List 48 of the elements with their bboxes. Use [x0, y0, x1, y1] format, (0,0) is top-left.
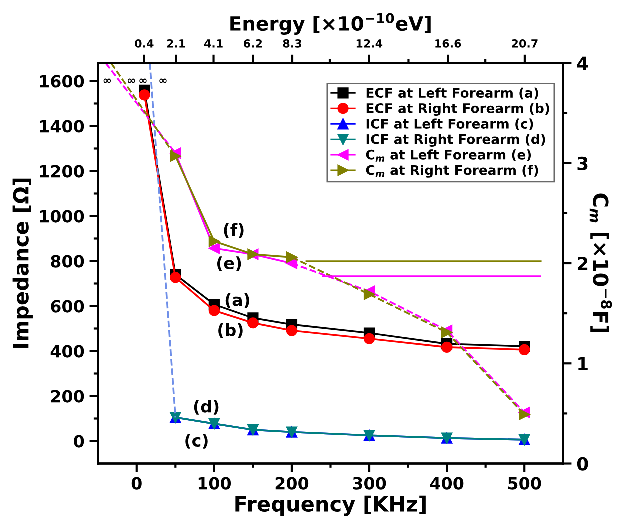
y-tick-label: 1200	[40, 165, 84, 178]
x-tick-label: 400	[430, 477, 464, 490]
x2-tick-label: 12.4	[356, 39, 383, 48]
y-tick-label: 0	[74, 435, 84, 448]
x2-tick-label: 0.4	[135, 39, 154, 48]
legend-label: C$_{m}$ at Left Forearm (e)	[366, 150, 532, 162]
legend-label: ECF at Left Forearm (a)	[366, 88, 538, 100]
x2-tick-label: 2.1	[167, 39, 186, 48]
x-tick-label: 200	[276, 477, 309, 490]
legend-label: ECF at Right Forearm (b)	[366, 103, 550, 116]
legend-label: C$_{m}$ at Right Forearm (f)	[366, 165, 538, 178]
y2-tick-label: 0	[577, 457, 588, 471]
x-tick-label: 300	[353, 477, 386, 490]
y-tick-label: 200	[51, 390, 84, 403]
x2-axis-title: Energy [×10$^{−10}$eV]	[230, 13, 431, 36]
y2-tick-label: 2	[578, 256, 588, 270]
annotation: (a)	[226, 294, 250, 308]
y-tick-label: 1400	[40, 120, 84, 133]
y-tick-label: 600	[51, 300, 84, 313]
x2-tick-label: 20.7	[512, 39, 538, 48]
y-axis-title: Impedance [Ω]	[12, 178, 33, 348]
x-axis-title: Frequency [KHz]	[236, 496, 426, 516]
y-tick-label: 1000	[40, 210, 84, 223]
y2-axis-title: C$_{m}$ [×10$^{−8}$F]	[590, 194, 612, 332]
x-tick-label: 100	[198, 477, 232, 490]
annotation: (d)	[194, 400, 219, 415]
annotation: (c)	[186, 434, 208, 449]
x-tick-label: 0	[132, 477, 142, 490]
annotation: (b)	[218, 324, 243, 338]
annotation: ∞	[104, 78, 112, 84]
y2-tick-label: 3	[578, 156, 588, 170]
annotation: ∞	[128, 78, 136, 84]
annotation: ∞	[160, 78, 167, 84]
x2-tick-label: 6.2	[244, 39, 262, 48]
annotation: ∞	[140, 78, 147, 84]
x2-tick-label: 8.3	[283, 39, 302, 48]
y2-tick-label: 1	[578, 357, 588, 370]
annotation: (e)	[217, 256, 242, 272]
x2-tick-label: 4.1	[204, 40, 223, 48]
legend-label: ICF at Left Forearm (c)	[366, 118, 534, 130]
y-tick-label: 800	[51, 255, 84, 268]
y2-tick-label: 4	[577, 56, 588, 70]
y-tick-label: 400	[50, 345, 84, 358]
annotation: (f)	[224, 223, 244, 238]
x2-tick-label: 16.6	[436, 40, 462, 48]
x-tick-label: 500	[508, 477, 542, 490]
legend-label: ICF at Right Forearm (d)	[366, 134, 546, 148]
y-tick-label: 1600	[40, 75, 84, 88]
